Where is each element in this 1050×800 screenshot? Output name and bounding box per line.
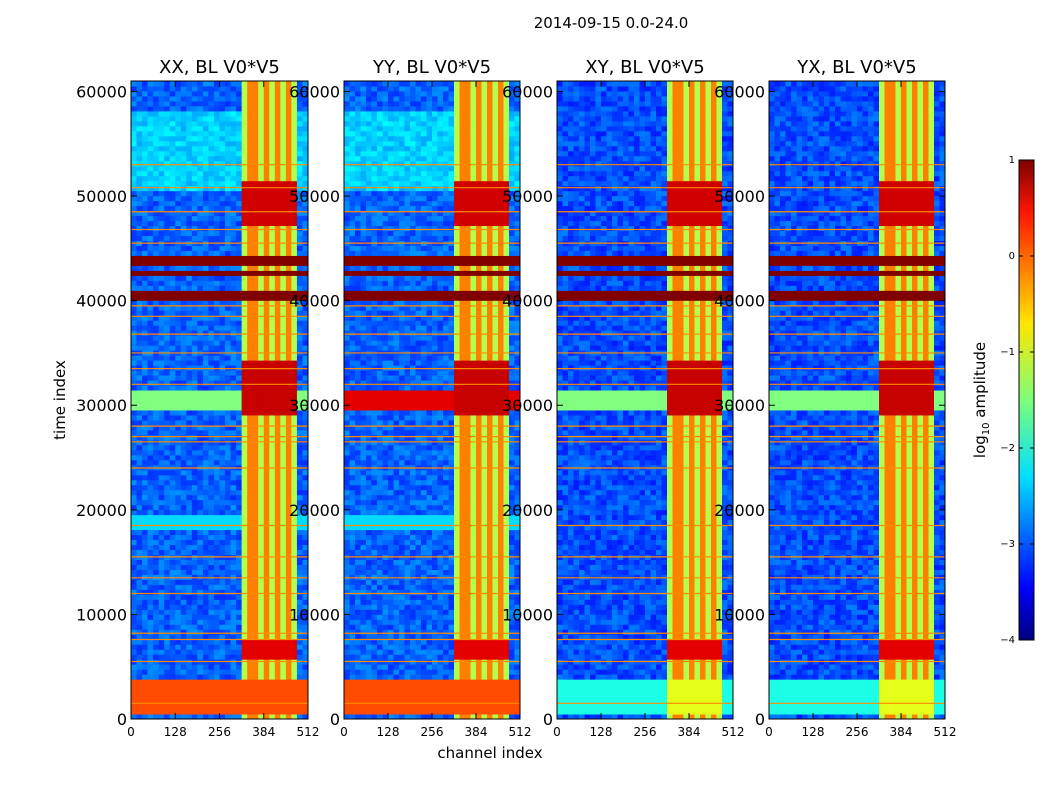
y-tick-label: 40000 — [714, 292, 765, 311]
x-tick-label: 0 — [340, 725, 348, 739]
y-tick-label: 20000 — [714, 501, 765, 520]
y-tick-label: 30000 — [714, 396, 765, 415]
y-tick-label: 30000 — [76, 396, 127, 415]
x-tick-label: 384 — [252, 725, 275, 739]
x-tick-label: 0 — [127, 725, 135, 739]
colorbar-tick-label: −3 — [1000, 539, 1015, 550]
colorbar-tick-label: 1 — [1009, 155, 1015, 166]
x-tick-label: 0 — [765, 725, 773, 739]
heatmap-yx — [769, 81, 946, 720]
colorbar-label: log10 amplitude — [971, 342, 992, 458]
heatmap-yy — [344, 81, 521, 720]
y-tick-label: 0 — [117, 710, 127, 729]
y-tick-label: 20000 — [502, 501, 553, 520]
heatmap-xy — [557, 81, 734, 720]
panel-yx: YX, BL V0*V5 0 10000 20000 30000 40000 50000 60… — [714, 57, 956, 739]
x-tick-label: 128 — [164, 725, 187, 739]
x-tick-label: 512 — [722, 725, 745, 739]
y-tick-label: 40000 — [289, 292, 340, 311]
panel-xx: XX, BL V0*V5 0 10000 20000 30000 40000 50000 60… — [76, 57, 319, 739]
x-tick-label: 512 — [509, 725, 532, 739]
panel-title: YY, BL V0*V5 — [372, 57, 491, 78]
x-tick-label: 512 — [297, 725, 320, 739]
panel-yy: YY, BL V0*V5 0 10000 20000 30000 40000 50000 60… — [289, 57, 531, 739]
y-tick-label: 0 — [755, 710, 765, 729]
y-tick-label: 50000 — [714, 187, 765, 206]
y-tick-label: 60000 — [76, 82, 127, 101]
x-tick-label: 256 — [208, 725, 231, 739]
x-tick-label: 128 — [802, 725, 825, 739]
y-tick-label: 50000 — [289, 187, 340, 206]
y-tick-label: 60000 — [502, 82, 553, 101]
y-tick-label: 60000 — [714, 82, 765, 101]
figure-title: 2014-09-15 0.0-24.0 — [534, 14, 689, 32]
colorbar-tick-label: 0 — [1009, 251, 1015, 262]
x-tick-label: 256 — [421, 725, 444, 739]
y-tick-label: 10000 — [714, 605, 765, 624]
y-tick-label: 10000 — [76, 605, 127, 624]
y-tick-label: 60000 — [289, 82, 340, 101]
heatmap-xx — [131, 81, 309, 720]
colorbar-tick-label: −1 — [1000, 347, 1015, 358]
x-axis-label: channel index — [437, 744, 542, 762]
x-tick-label: 384 — [678, 725, 701, 739]
heatmap-panels: XX, BL V0*V5 0 10000 20000 30000 40000 50000 60… — [76, 57, 956, 739]
y-tick-label: 10000 — [502, 605, 553, 624]
y-tick-label: 50000 — [76, 187, 127, 206]
x-tick-label: 0 — [553, 725, 561, 739]
y-tick-label: 20000 — [76, 501, 127, 520]
y-tick-label: 50000 — [502, 187, 553, 206]
y-tick-label: 40000 — [76, 292, 127, 311]
colorbar: −4 −3 −2 −1 0 1 log10 amplitude — [971, 155, 1035, 646]
panel-title: XY, BL V0*V5 — [585, 57, 704, 78]
y-tick-label: 0 — [543, 710, 553, 729]
x-tick-label: 256 — [634, 725, 657, 739]
y-tick-label: 30000 — [289, 396, 340, 415]
y-tick-label: 30000 — [502, 396, 553, 415]
x-tick-label: 128 — [377, 725, 400, 739]
panel-title: XX, BL V0*V5 — [159, 57, 280, 78]
colorbar-ticks: −4 −3 −2 −1 0 1 — [1000, 155, 1034, 646]
panel-xy: XY, BL V0*V5 0 10000 20000 30000 40000 50000 60… — [502, 57, 744, 739]
x-tick-label: 128 — [590, 725, 613, 739]
x-tick-label: 256 — [846, 725, 869, 739]
y-tick-label: 20000 — [289, 501, 340, 520]
colorbar-tick-label: −4 — [1000, 635, 1015, 646]
colorbar-tick-label: −2 — [1000, 443, 1015, 454]
x-tick-label: 384 — [465, 725, 488, 739]
y-tick-label: 0 — [330, 710, 340, 729]
x-tick-label: 512 — [934, 725, 957, 739]
y-tick-label: 10000 — [289, 605, 340, 624]
y-tick-label: 40000 — [502, 292, 553, 311]
x-tick-label: 384 — [890, 725, 913, 739]
y-axis-label: time index — [51, 360, 69, 440]
colorbar-gradient — [1018, 159, 1035, 641]
panel-title: YX, BL V0*V5 — [796, 57, 916, 78]
